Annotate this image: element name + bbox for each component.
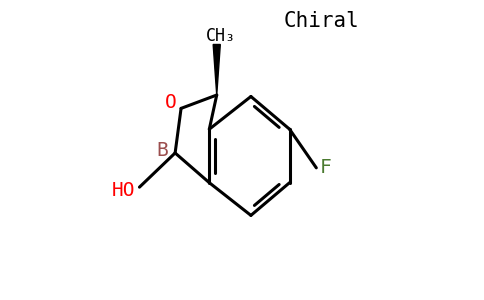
Text: O: O bbox=[165, 93, 177, 112]
Text: CH₃: CH₃ bbox=[206, 27, 236, 45]
Text: B: B bbox=[156, 140, 167, 160]
Polygon shape bbox=[213, 44, 220, 95]
Text: F: F bbox=[319, 158, 331, 177]
Text: HO: HO bbox=[111, 181, 135, 200]
Text: Chiral: Chiral bbox=[284, 11, 359, 31]
